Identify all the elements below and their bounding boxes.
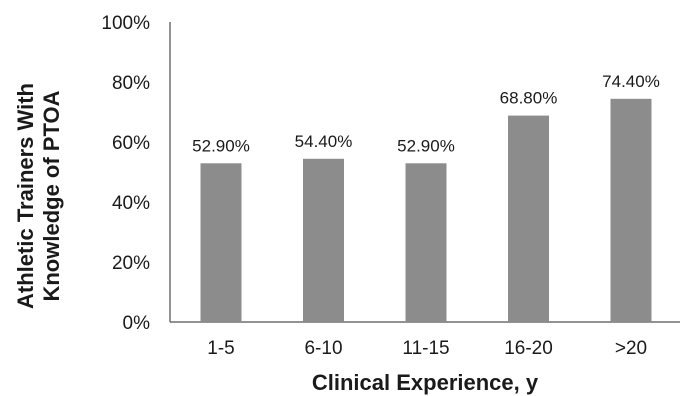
y-tick-label: 20%: [112, 253, 150, 274]
bar: [303, 158, 344, 322]
y-tick-label: 80%: [112, 73, 150, 94]
y-axis-title: Athletic Trainers With Knowledge of PTOA: [13, 83, 64, 309]
x-axis-title: Clinical Experience, y: [312, 370, 539, 395]
data-label: 74.40%: [602, 72, 660, 91]
x-tick-label: 6-10: [304, 338, 342, 359]
x-tick-label: 16-20: [504, 338, 553, 359]
x-tick-label: 11-15: [402, 338, 449, 359]
bar: [200, 163, 242, 322]
y-tick-label: 40%: [112, 193, 150, 214]
x-tick-label: >20: [615, 338, 647, 359]
data-label: 52.90%: [192, 136, 250, 155]
bars: [200, 98, 652, 322]
y-tick-label: 0%: [123, 313, 151, 334]
data-label: 52.90%: [397, 136, 455, 155]
bar: [610, 98, 652, 322]
y-axis-title-line-1: Athletic Trainers With: [13, 83, 38, 309]
y-tick-label: 100%: [101, 13, 150, 34]
x-axis-ticks: 1-5 6-10 11-15 16-20 >20: [207, 338, 647, 359]
bar: [508, 115, 549, 322]
x-tick-label: 1-5: [207, 338, 234, 359]
data-label: 68.80%: [500, 89, 558, 108]
y-tick-label: 60%: [112, 133, 150, 154]
bar: [405, 163, 447, 322]
y-axis-ticks: 0% 20% 40% 60% 80% 100%: [101, 13, 150, 334]
data-label: 54.40%: [295, 132, 353, 151]
y-axis-title-line-2: Knowledge of PTOA: [39, 90, 64, 301]
data-labels: 52.90% 54.40% 52.90% 68.80% 74.40%: [192, 72, 660, 156]
